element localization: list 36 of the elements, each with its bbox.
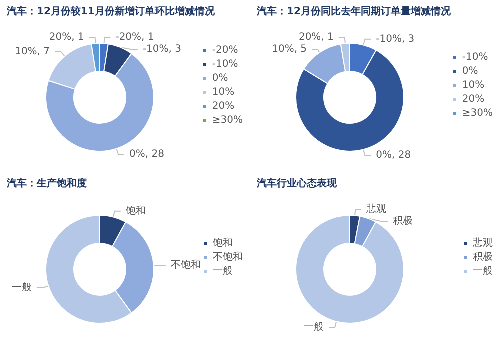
chart-title: 汽车行业心态表现: [256, 178, 338, 190]
data-label: 20%, 1: [49, 32, 84, 44]
chart-title: 汽车：生产饱和度: [6, 178, 87, 190]
data-label: 10%, 7: [15, 46, 50, 58]
slice-label: 饱和: [124, 204, 146, 217]
chart-title: 汽车：12月份同比去年同期订单量增减情况: [256, 6, 452, 18]
legend-label: 不饱和: [213, 251, 243, 263]
legend-label: 悲观: [472, 237, 493, 249]
legend-label: 0%: [462, 66, 478, 77]
legend-label: 饱和: [212, 237, 233, 249]
legend-label: 一般: [213, 266, 233, 277]
slice-label: 一般: [304, 322, 324, 334]
legend-label: -20%: [212, 45, 238, 56]
legend-label: -10%: [462, 52, 488, 63]
slice-label: 悲观: [366, 203, 387, 216]
legend-label: -10%: [212, 59, 238, 70]
legend-label: ≥30%: [212, 115, 244, 126]
data-label: -20%, 1: [116, 32, 154, 44]
data-label: -10%, 3: [142, 44, 182, 56]
legend-label: 一般: [473, 266, 493, 277]
slice-label: 积极: [393, 215, 414, 228]
chart-title: 汽车：12月份较11月份新增订单环比增减情况: [6, 6, 216, 18]
data-label: 10%, 5: [272, 44, 308, 56]
slice-label: 一般: [12, 282, 32, 294]
legend-label: 0%: [212, 73, 228, 84]
legend-label: 20%: [212, 101, 235, 112]
slice-label: 不饱和: [170, 259, 201, 272]
legend-label: 10%: [462, 80, 485, 91]
legend-label: 20%: [462, 94, 485, 105]
legend-label: 10%: [212, 87, 235, 98]
data-label: 20%, 1: [298, 32, 334, 44]
data-label: -10%, 3: [376, 34, 415, 45]
legend-label: ≥30%: [462, 108, 494, 119]
legend-label: 积极: [473, 251, 493, 263]
data-label: 0%, 28: [376, 150, 412, 162]
data-label: 0%, 28: [130, 149, 164, 160]
